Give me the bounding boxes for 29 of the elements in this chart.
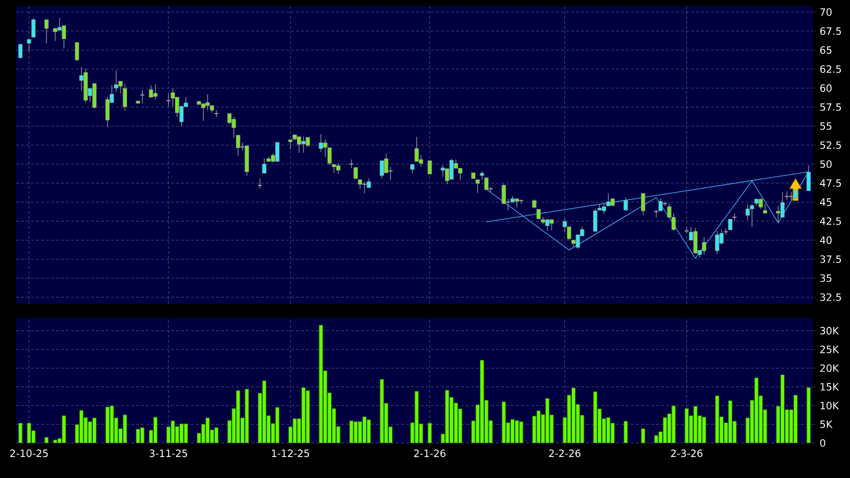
y-tick-label: 40 xyxy=(820,236,832,244)
x-tick-label: 2-10-25 xyxy=(10,450,48,458)
y-tick-label: 32.5 xyxy=(820,293,841,301)
x-tick-label: 3-11-25 xyxy=(150,450,188,458)
y-tick-label: 55 xyxy=(820,122,832,130)
y-tick-label: 50 xyxy=(820,160,832,168)
y-tick-label: 57.5 xyxy=(820,103,841,111)
y-tick-label: 70 xyxy=(820,8,832,16)
x-tick-label: 2-3-26 xyxy=(671,450,702,458)
x-tick-label: 2-2-26 xyxy=(549,450,580,458)
y-tick-label: 5K xyxy=(820,420,833,428)
y-tick-label: 67.5 xyxy=(820,27,841,35)
y-tick-label: 52.5 xyxy=(820,141,841,149)
y-tick-label: 42.5 xyxy=(820,217,841,225)
y-tick-label: 15K xyxy=(820,383,840,391)
y-tick-label: 10K xyxy=(820,402,840,410)
y-tick-label: 45 xyxy=(820,198,832,206)
y-tick-label: 20K xyxy=(820,364,840,372)
y-tick-label: 62.5 xyxy=(820,65,841,73)
x-tick-label: 2-1-26 xyxy=(414,450,446,458)
y-tick-label: 0 xyxy=(820,439,826,447)
y-tick-label: 65 xyxy=(820,46,832,54)
y-tick-label: 60 xyxy=(820,84,832,92)
y-tick-label: 30K xyxy=(820,326,840,334)
y-tick-label: 37.5 xyxy=(820,255,841,263)
y-tick-label: 35 xyxy=(820,274,832,282)
y-tick-label: 47.5 xyxy=(820,179,841,187)
x-tick-label: 1-12-25 xyxy=(272,450,310,458)
y-tick-label: 25K xyxy=(820,346,840,354)
